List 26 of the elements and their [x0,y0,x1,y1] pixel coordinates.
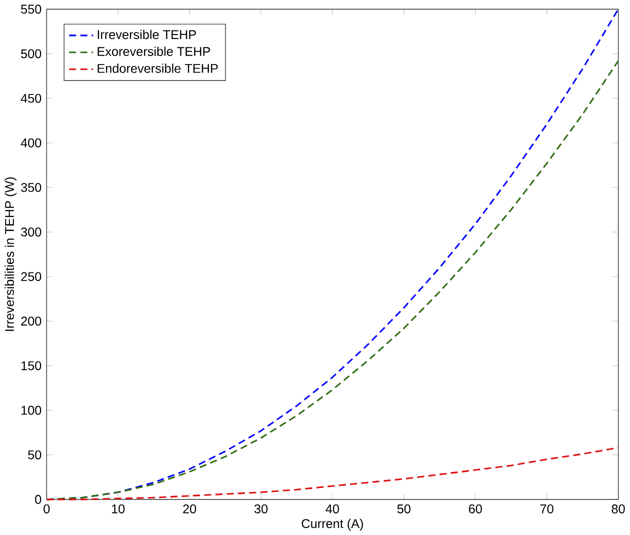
legend-label: Exoreversible TEHP [98,46,210,56]
x-tick-label: 50 [397,504,410,514]
x-tick-label: 80 [612,504,625,514]
y-tick-label: 100 [22,406,42,415]
y-tick-label: 250 [21,272,42,281]
x-tick-label: 60 [468,504,482,514]
y-tick-label: 550 [21,4,42,14]
y-tick-label: 50 [28,450,42,460]
y-tick-label: 0 [35,494,42,504]
y-tick-label: 300 [21,227,42,236]
y-tick-label: 500 [21,49,42,58]
x-axis-title: Current (A) [302,518,363,530]
legend-label: Irreversible TEHP [98,30,196,39]
x-tick-label: 40 [326,504,340,514]
y-tick-label: 150 [22,361,42,370]
x-tick-label: 30 [254,504,268,514]
x-tick-label: 20 [183,504,196,514]
x-tick-label: 10 [112,504,125,514]
x-tick-label: 0 [44,504,50,514]
y-tick-label: 450 [20,94,42,103]
legend-label: Endoreversible TEHP [98,63,218,73]
y-tick-label: 400 [20,138,42,148]
x-tick-label: 70 [540,504,554,514]
y-tick-label: 200 [21,316,42,326]
y-tick-label: 350 [21,182,42,192]
y-axis-title: Irreversibilities in TEHP (W) [4,177,16,331]
